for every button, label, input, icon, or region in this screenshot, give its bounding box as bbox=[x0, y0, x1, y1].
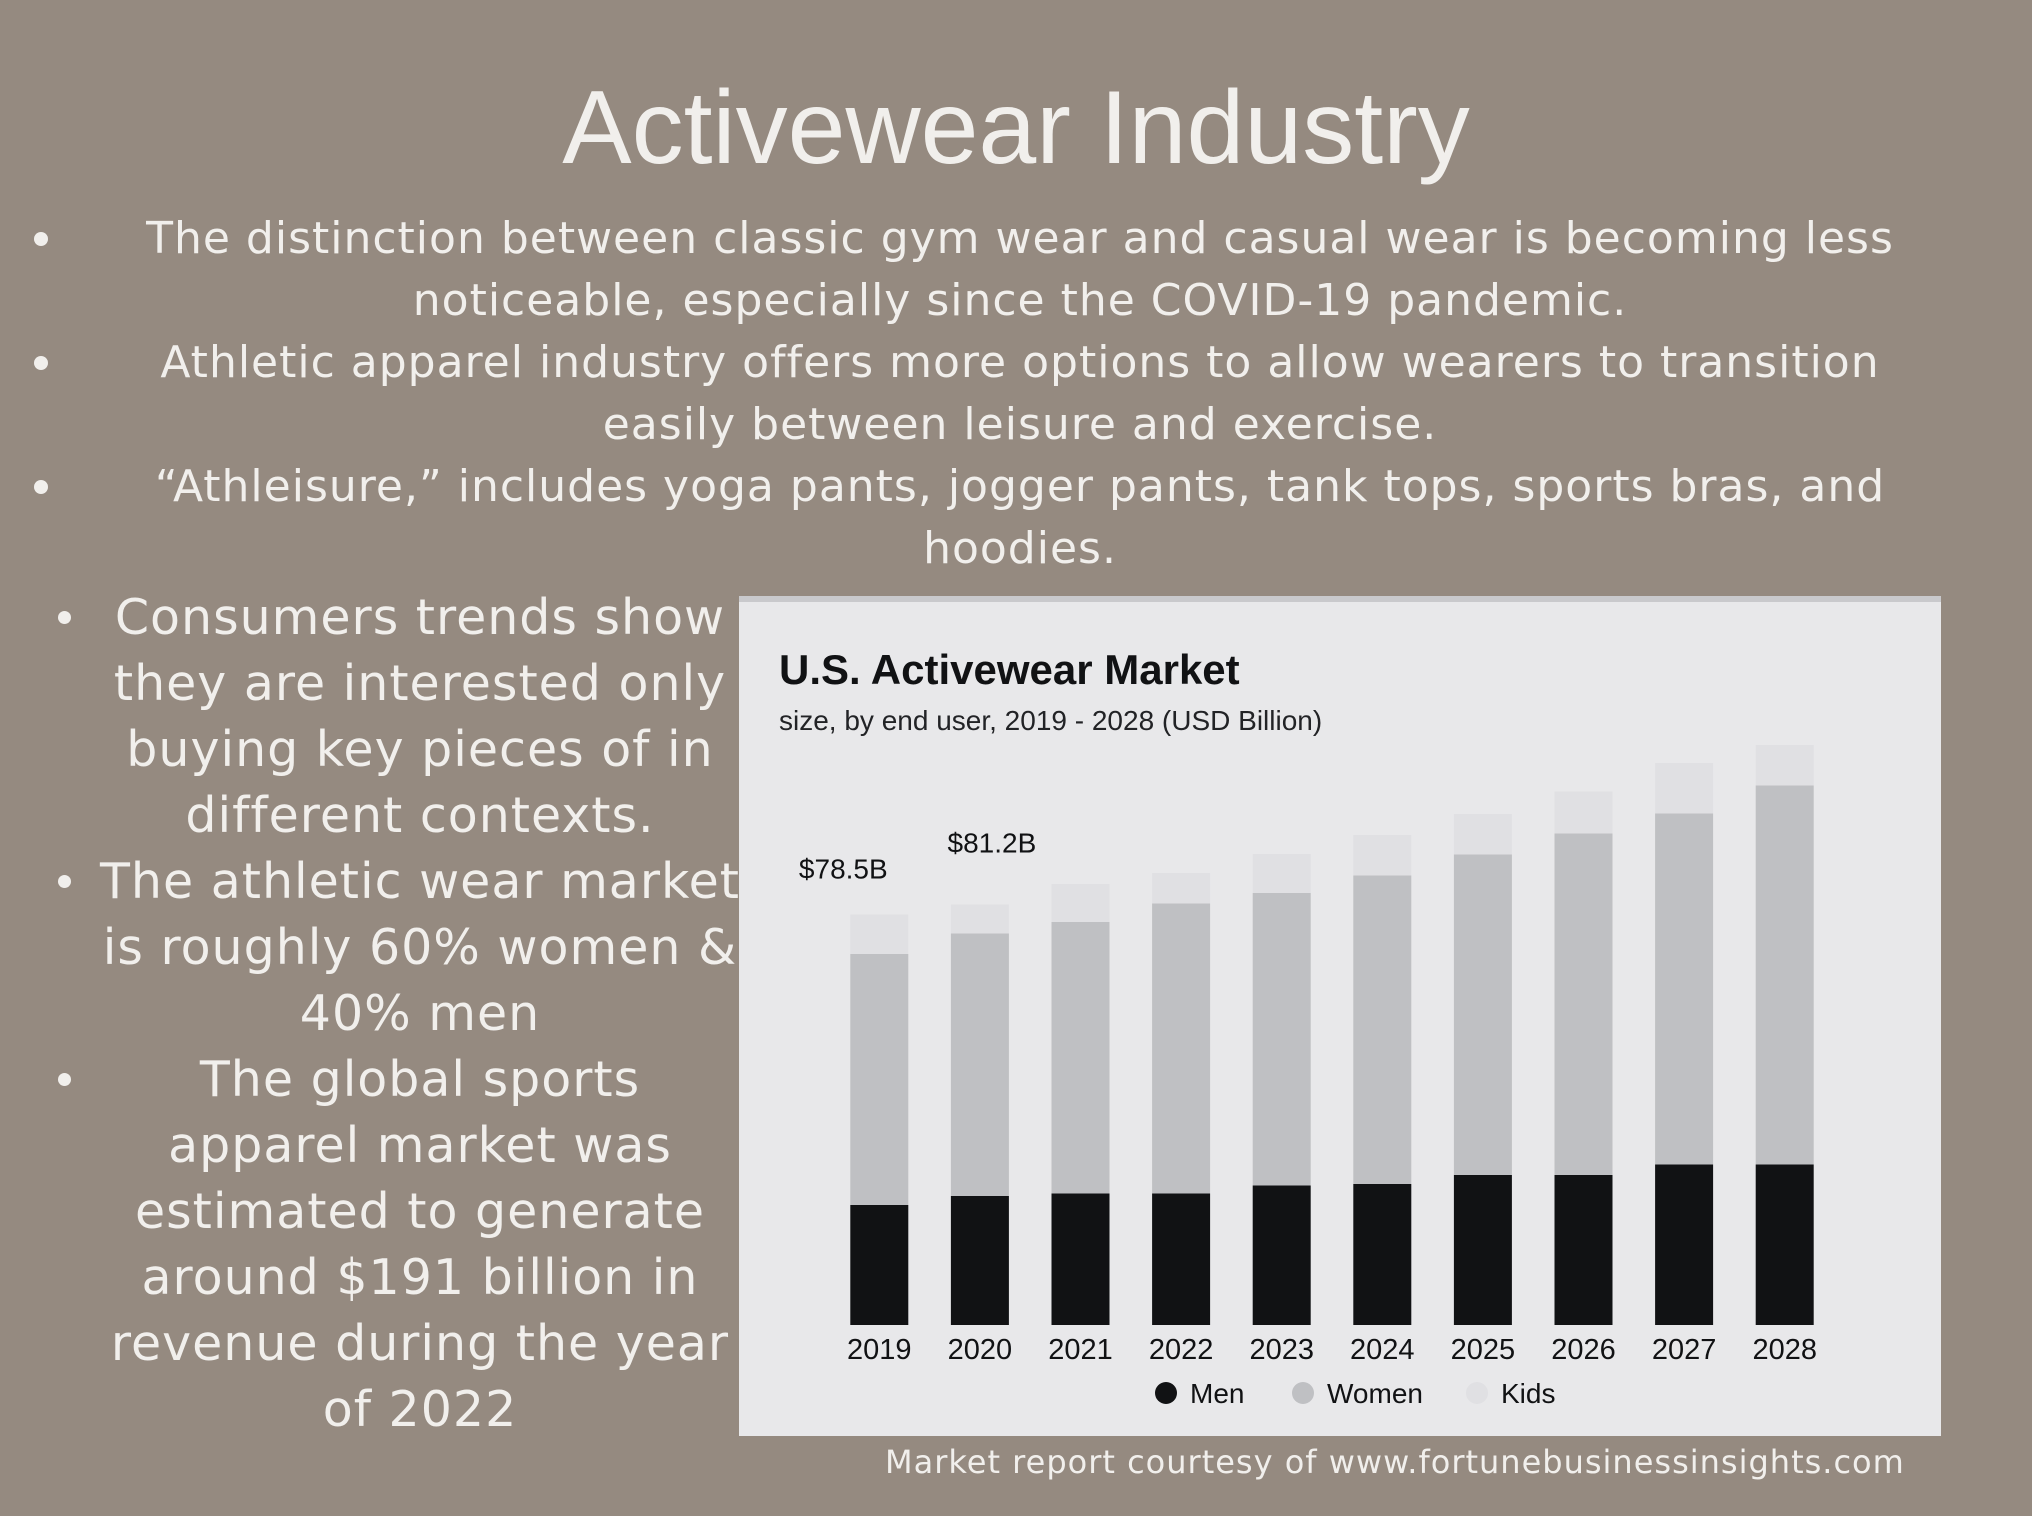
bar-kids-2019 bbox=[850, 914, 909, 954]
bar-group bbox=[850, 745, 1814, 1325]
chart-title: U.S. Activewear Market bbox=[779, 646, 1240, 693]
value-annotations: $78.5B $81.2B bbox=[799, 828, 1036, 885]
x-tick-label: 2024 bbox=[1350, 1334, 1415, 1366]
bar-men-2022 bbox=[1152, 1193, 1211, 1325]
intro-bullet: “Athleisure,” includes yoga pants, jogge… bbox=[34, 456, 1950, 580]
market-facts-list: Consumers trends show they are intereste… bbox=[50, 585, 740, 1443]
bar-men-2028 bbox=[1755, 1164, 1814, 1325]
bar-women-2022 bbox=[1152, 903, 1211, 1194]
bar-women-2020 bbox=[950, 933, 1009, 1196]
bar-kids-2021 bbox=[1051, 884, 1110, 922]
legend-label-kids: Kids bbox=[1501, 1378, 1555, 1409]
market-chart-panel: U.S. Activewear Market size, by end user… bbox=[739, 596, 1941, 1436]
intro-bullet-list: The distinction between classic gym wear… bbox=[0, 208, 2032, 580]
legend-swatch-kids bbox=[1466, 1382, 1488, 1404]
bar-women-2019 bbox=[850, 954, 909, 1205]
bar-kids-2025 bbox=[1453, 814, 1512, 855]
x-tick-label: 2019 bbox=[847, 1334, 912, 1366]
x-tick-label: 2021 bbox=[1048, 1334, 1113, 1366]
stacked-bar-chart: U.S. Activewear Market size, by end user… bbox=[779, 646, 1817, 1409]
legend-swatch-women bbox=[1292, 1382, 1314, 1404]
value-annotation: $81.2B bbox=[948, 828, 1037, 859]
bar-kids-2022 bbox=[1152, 873, 1211, 904]
x-tick-label: 2025 bbox=[1451, 1334, 1516, 1366]
bar-kids-2020 bbox=[950, 904, 1009, 934]
legend-label-women: Women bbox=[1327, 1378, 1423, 1409]
bar-women-2027 bbox=[1655, 813, 1714, 1165]
bar-women-2025 bbox=[1453, 854, 1512, 1175]
chart-subtitle: size, by end user, 2019 - 2028 (USD Bill… bbox=[779, 705, 1322, 736]
legend-swatch-men bbox=[1155, 1382, 1177, 1404]
bullet-dot-icon bbox=[34, 232, 48, 246]
bar-men-2023 bbox=[1252, 1185, 1311, 1325]
market-fact: Consumers trends show they are intereste… bbox=[50, 585, 740, 849]
bar-kids-2024 bbox=[1353, 835, 1412, 876]
source-credit: Market report courtesy of www.fortunebus… bbox=[885, 1443, 1905, 1481]
bar-men-2020 bbox=[950, 1196, 1009, 1325]
bar-men-2025 bbox=[1453, 1175, 1512, 1325]
x-tick-label: 2027 bbox=[1652, 1334, 1717, 1366]
bar-women-2028 bbox=[1755, 785, 1814, 1165]
bar-kids-2023 bbox=[1252, 854, 1311, 893]
x-tick-label: 2028 bbox=[1752, 1334, 1817, 1366]
x-tick-label: 2022 bbox=[1149, 1334, 1214, 1366]
bar-kids-2028 bbox=[1755, 745, 1814, 786]
bar-women-2023 bbox=[1252, 893, 1311, 1186]
intro-bullet-text: Athletic apparel industry offers more op… bbox=[160, 337, 1880, 450]
bar-men-2019 bbox=[850, 1205, 909, 1325]
intro-bullet-text: “Athleisure,” includes yoga pants, jogge… bbox=[154, 461, 1886, 574]
bullet-dot-icon bbox=[34, 356, 48, 370]
x-tick-label: 2023 bbox=[1249, 1334, 1314, 1366]
market-fact: The athletic wear market is roughly 60% … bbox=[50, 849, 740, 1047]
market-fact: The global sports apparel market was est… bbox=[50, 1047, 740, 1443]
value-annotation: $78.5B bbox=[799, 854, 888, 885]
intro-bullet-text: The distinction between classic gym wear… bbox=[146, 213, 1894, 326]
intro-bullet: Athletic apparel industry offers more op… bbox=[34, 332, 1950, 456]
bar-men-2021 bbox=[1051, 1193, 1110, 1325]
bar-women-2021 bbox=[1051, 922, 1110, 1194]
bar-women-2024 bbox=[1353, 875, 1412, 1184]
bar-men-2027 bbox=[1655, 1164, 1714, 1325]
legend-label-men: Men bbox=[1190, 1378, 1244, 1409]
x-tick-label: 2026 bbox=[1551, 1334, 1616, 1366]
bullet-dot-icon bbox=[34, 480, 48, 494]
bar-men-2024 bbox=[1353, 1184, 1412, 1325]
bar-men-2026 bbox=[1554, 1175, 1613, 1325]
market-fact-text: Consumers trends show they are intereste… bbox=[113, 589, 727, 844]
x-tick-label: 2020 bbox=[948, 1334, 1013, 1366]
x-tick-labels: 2019 2020 2021 2022 2023 2024 2025 2026 2027 2028 bbox=[847, 1334, 1817, 1366]
page-title: Activewear Industry bbox=[562, 70, 1470, 186]
chart-legend: Men Women Kids bbox=[1155, 1378, 1555, 1409]
intro-bullet: The distinction between classic gym wear… bbox=[34, 208, 1950, 332]
bullet-dot-icon bbox=[58, 875, 71, 888]
bar-women-2026 bbox=[1554, 833, 1613, 1175]
bullet-dot-icon bbox=[58, 611, 71, 624]
market-fact-text: The global sports apparel market was est… bbox=[110, 1051, 730, 1438]
bar-kids-2027 bbox=[1655, 763, 1714, 814]
market-fact-text: The athletic wear market is roughly 60% … bbox=[100, 853, 740, 1042]
bar-kids-2026 bbox=[1554, 791, 1613, 834]
bullet-dot-icon bbox=[58, 1073, 71, 1086]
